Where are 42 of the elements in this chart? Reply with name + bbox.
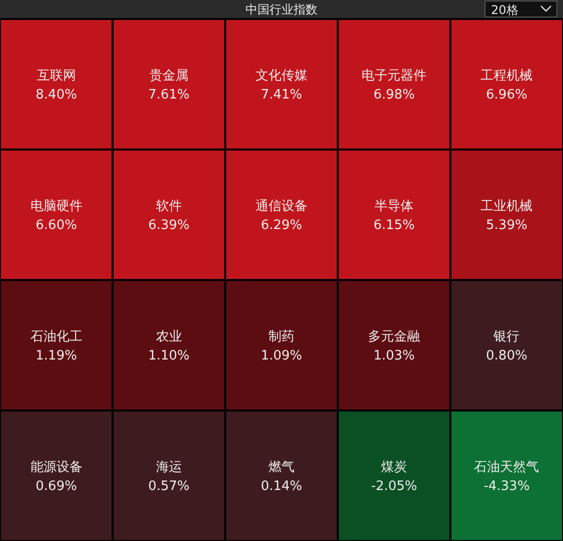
data-label: 6.15% (373, 218, 415, 233)
category-label: 海运 (156, 460, 182, 475)
category-label: 银行 (492, 329, 520, 344)
data-label: 1.09% (260, 348, 302, 364)
category-label: 互联网 (36, 68, 76, 84)
data-label: 1.03% (373, 348, 415, 364)
category-label: 通信设备 (256, 198, 308, 214)
data-label: 0.80% (486, 348, 528, 364)
data-label: 5.39% (486, 218, 528, 233)
data-label: -2.05% (371, 478, 418, 494)
category-label: 农业 (156, 329, 182, 344)
data-label: 6.29% (260, 218, 302, 233)
annotation: 20格 (484, 0, 558, 18)
category-label: 制药 (268, 329, 294, 344)
data-label: 6.60% (36, 218, 77, 233)
category-label: 多元金融 (368, 329, 420, 344)
category-label: 电子元器件 (362, 68, 427, 84)
data-label: -4.33% (484, 478, 530, 494)
data-label: 7.41% (260, 87, 302, 102)
category-label: 电脑硬件 (30, 198, 82, 214)
data-label: 0.57% (148, 478, 190, 494)
category-label: 半导体 (374, 198, 414, 214)
data-label: 1.10% (148, 348, 190, 364)
data-label: 0.69% (36, 478, 77, 494)
category-label: 工程机械 (480, 68, 533, 84)
data-label: 6.96% (486, 87, 528, 102)
category-label: 煤炭 (381, 460, 408, 475)
category-label: 燃气 (268, 460, 294, 475)
data-label: 0.14% (260, 478, 302, 494)
data-label: 6.39% (148, 218, 190, 233)
category-label: 能源设备 (30, 460, 82, 475)
title: 中国行业指数 (246, 2, 318, 16)
category-label: 石油天然气 (474, 460, 540, 475)
category-label: 文化传媒 (256, 68, 308, 84)
data-label: 1.19% (36, 348, 77, 364)
category-label: 工业机械 (480, 198, 533, 214)
category-label: 贵金属 (149, 68, 188, 84)
data-label: 6.98% (373, 87, 415, 102)
data-label: 7.61% (148, 87, 190, 102)
category-label: 软件 (156, 198, 182, 214)
data-label: 8.40% (36, 87, 77, 102)
category-label: 石油化工 (30, 329, 82, 344)
